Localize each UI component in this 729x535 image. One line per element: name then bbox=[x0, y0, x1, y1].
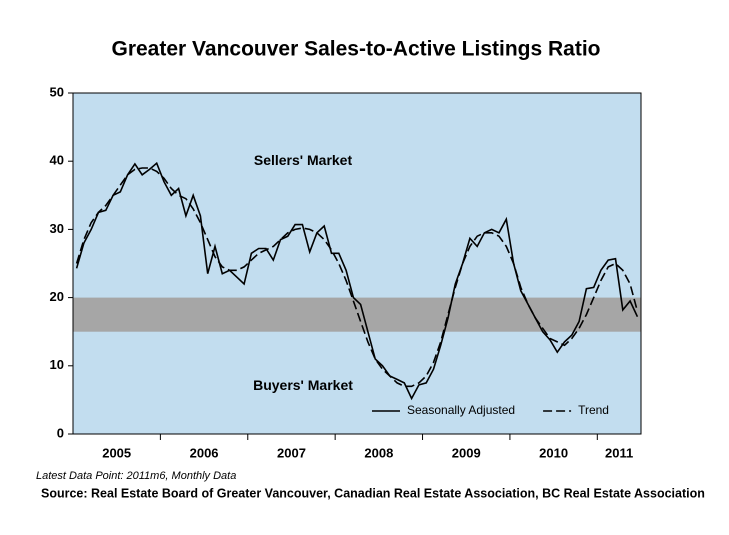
y-tick-label: 40 bbox=[50, 153, 64, 168]
series-line bbox=[75, 161, 639, 401]
note: Latest Data Point: 2011m6, Monthly Data bbox=[36, 470, 236, 482]
annotation: Buyers' Market bbox=[253, 377, 353, 393]
x-tick-label: 2008 bbox=[364, 445, 393, 460]
chart-title: Greater Vancouver Sales-to-Active Listin… bbox=[112, 38, 601, 61]
plot-background bbox=[73, 93, 641, 434]
legend-label: Trend bbox=[578, 403, 609, 417]
x-tick-label: 2005 bbox=[102, 445, 131, 460]
y-tick-label: 20 bbox=[50, 289, 64, 304]
x-tick-label: 2011 bbox=[605, 445, 633, 460]
y-tick-label: 50 bbox=[50, 84, 64, 99]
x-tick-label: 2006 bbox=[190, 445, 219, 460]
y-tick-label: 10 bbox=[50, 357, 64, 372]
plot-border bbox=[72, 92, 642, 435]
x-tick-label: 2010 bbox=[539, 445, 568, 460]
y-tick-label: 0 bbox=[57, 425, 64, 440]
annotation: Sellers' Market bbox=[254, 152, 353, 168]
balanced-band bbox=[73, 297, 641, 332]
series-line bbox=[75, 167, 639, 388]
source: Source: Real Estate Board of Greater Van… bbox=[41, 486, 705, 500]
y-tick-label: 30 bbox=[50, 221, 64, 236]
x-tick-label: 2007 bbox=[277, 445, 306, 460]
legend-label: Seasonally Adjusted bbox=[407, 403, 515, 417]
x-tick-label: 2009 bbox=[452, 445, 481, 460]
